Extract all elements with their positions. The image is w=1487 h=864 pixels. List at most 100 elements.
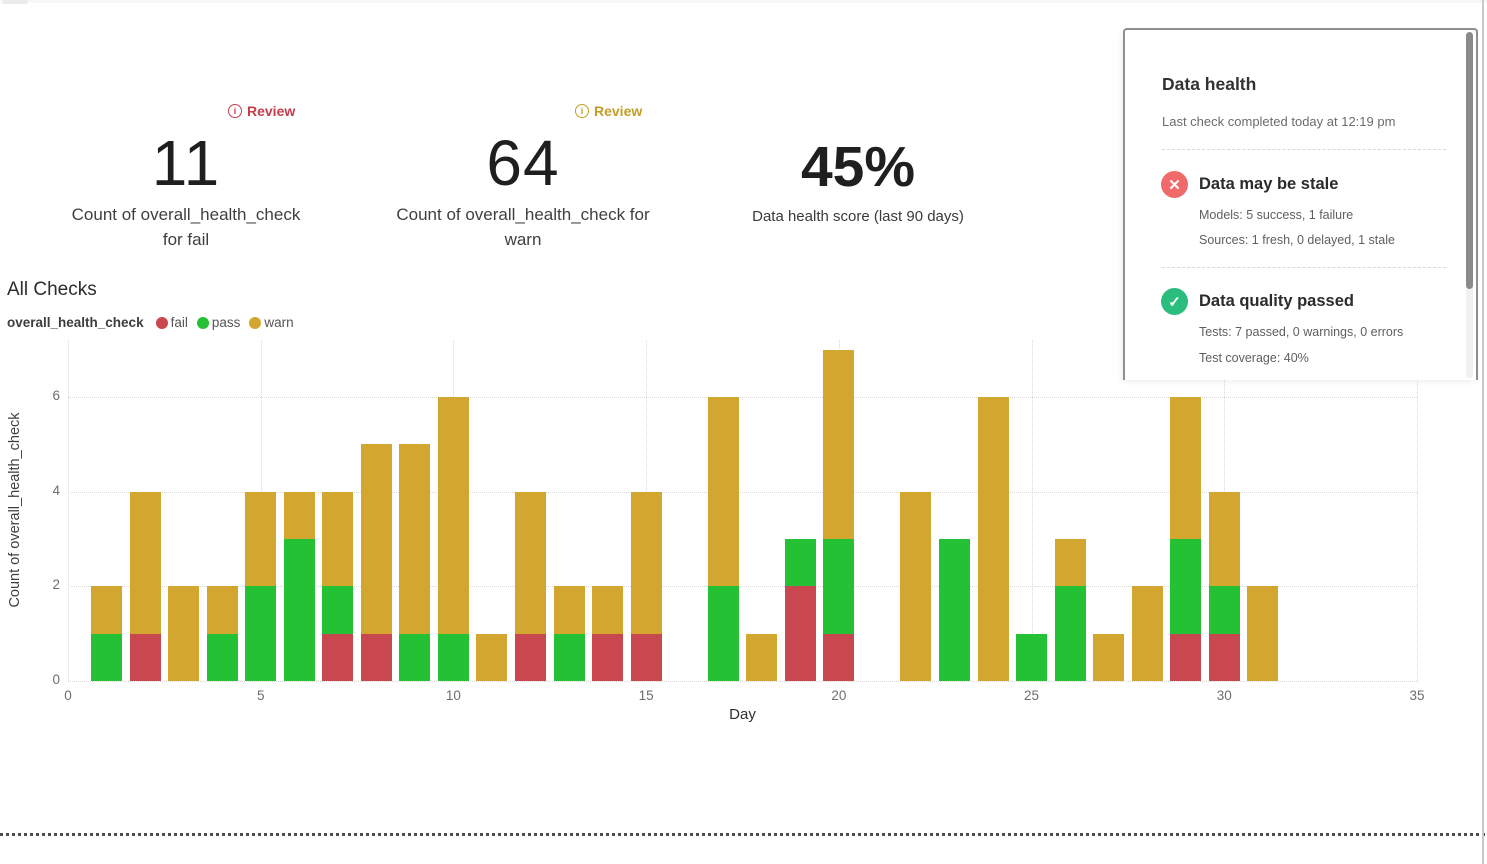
review-badge-fail[interactable]: i Review	[228, 103, 295, 119]
bar-day-6-pass[interactable]	[283, 539, 315, 681]
bar-day-14-fail[interactable]	[592, 633, 624, 681]
bar-day-6-warn[interactable]	[283, 491, 315, 540]
bar-day-9-pass[interactable]	[399, 633, 431, 681]
metric-tile-warn: 64 Count of overall_health_check for war…	[383, 128, 663, 252]
bar-day-1-warn[interactable]	[91, 586, 123, 634]
bar-day-27-warn[interactable]	[1093, 633, 1125, 681]
bar-day-9-warn[interactable]	[399, 444, 431, 634]
bar-day-13-warn[interactable]	[553, 586, 585, 634]
chart-legend: overall_health_check fail pass warn	[7, 315, 303, 330]
bar-day-2-fail[interactable]	[129, 633, 161, 681]
bar-day-11-warn[interactable]	[476, 633, 508, 681]
bar-day-22-warn[interactable]	[900, 491, 932, 681]
y-axis-title: Count of overall_health_check	[7, 412, 23, 608]
bar-day-5-warn[interactable]	[245, 491, 277, 587]
x-tick-label-25: 25	[1024, 688, 1040, 703]
info-icon: i	[228, 104, 242, 118]
review-label: Review	[247, 103, 296, 119]
bar-day-29-fail[interactable]	[1170, 633, 1202, 681]
bar-day-30-warn[interactable]	[1208, 491, 1240, 587]
panel-title: Data health	[1162, 74, 1257, 94]
bar-day-23-pass[interactable]	[938, 539, 970, 681]
chart-plot-area: 0 2 4 6 0 5 10 15 20 25 30 35	[52, 340, 1425, 703]
chart-title: All Checks	[7, 279, 97, 300]
gridline-y-2	[68, 586, 1417, 588]
bar-day-20-fail[interactable]	[823, 633, 855, 681]
bar-day-7-warn[interactable]	[322, 491, 354, 587]
x-axis-title: Day	[729, 706, 756, 723]
bar-day-4-warn[interactable]	[206, 586, 238, 634]
bar-day-17-pass[interactable]	[707, 586, 739, 681]
bar-day-15-warn[interactable]	[630, 491, 662, 634]
bar-day-19-pass[interactable]	[784, 539, 816, 587]
legend-item-fail[interactable]: fail	[155, 315, 188, 330]
panel-item-heading-stale: Data may be stale	[1199, 175, 1339, 193]
bar-day-3-warn[interactable]	[168, 586, 200, 681]
legend-item-warn[interactable]: warn	[249, 315, 294, 330]
panel-item-models-line: Models: 5 success, 1 failure	[1199, 208, 1354, 222]
error-circle-icon: ✕	[1161, 171, 1188, 198]
bar-day-1-pass[interactable]	[91, 633, 123, 681]
x-tick-label-5: 5	[256, 688, 265, 703]
metric-tile-fail: 11 Count of overall_health_check for fai…	[56, 128, 316, 252]
bar-day-8-fail[interactable]	[360, 633, 392, 681]
metric-value-health-score: 45%	[800, 135, 916, 199]
bar-day-8-warn[interactable]	[360, 444, 392, 634]
x-tick-label-0: 0	[64, 688, 72, 703]
bar-day-10-warn[interactable]	[437, 397, 469, 634]
bar-day-18-warn[interactable]	[746, 633, 778, 681]
bar-day-14-warn[interactable]	[592, 586, 624, 634]
bar-day-24-warn[interactable]	[977, 397, 1009, 681]
bottom-dashed-divider	[0, 833, 1487, 836]
bar-day-20-warn[interactable]	[823, 349, 855, 540]
bar-day-31-warn[interactable]	[1247, 586, 1279, 681]
panel-last-check-text: Last check completed today at 12:19 pm	[1162, 114, 1396, 129]
gridline-x-35	[1417, 340, 1418, 681]
top-left-accent	[2, 0, 28, 4]
legend-item-pass[interactable]: pass	[196, 315, 240, 330]
bar-day-28-warn[interactable]	[1131, 586, 1163, 681]
top-divider	[0, 0, 1487, 3]
bar-day-7-fail[interactable]	[322, 633, 354, 681]
y-tick-label-4: 4	[52, 482, 60, 498]
bar-day-5-pass[interactable]	[245, 586, 277, 681]
bar-day-19-fail[interactable]	[784, 586, 816, 681]
bar-day-4-pass[interactable]	[206, 633, 238, 681]
bar-day-20-pass[interactable]	[823, 539, 855, 634]
legend-series-name: overall_health_check	[7, 315, 144, 330]
x-tick-label-35: 35	[1409, 688, 1425, 703]
bar-day-30-fail[interactable]	[1208, 633, 1240, 681]
legend-dot-fail-icon	[155, 316, 168, 329]
bar-day-10-pass[interactable]	[437, 633, 469, 681]
review-badge-warn[interactable]: i Review	[575, 103, 642, 119]
bar-day-15-fail[interactable]	[630, 633, 662, 681]
bar-day-26-pass[interactable]	[1054, 586, 1086, 681]
panel-scrollbar-thumb[interactable]	[1466, 32, 1473, 289]
y-tick-label-0: 0	[52, 672, 60, 687]
x-tick-label-20: 20	[831, 688, 847, 703]
metric-value-fail: 11	[151, 127, 221, 199]
x-tick-label-30: 30	[1216, 688, 1232, 703]
bar-day-29-warn[interactable]	[1170, 397, 1202, 540]
success-circle-icon: ✓	[1161, 288, 1188, 315]
bar-day-13-pass[interactable]	[553, 633, 585, 681]
info-icon: i	[575, 104, 589, 118]
gridline-x-25	[1031, 340, 1033, 681]
data-health-panel: Data health Last check completed today a…	[1123, 28, 1478, 380]
window-edge-line	[1482, 0, 1484, 864]
bar-day-2-warn[interactable]	[129, 491, 161, 634]
bar-day-17-warn[interactable]	[707, 397, 739, 587]
bar-day-25-pass[interactable]	[1016, 633, 1048, 681]
bar-day-12-warn[interactable]	[515, 491, 546, 634]
panel-item-tests-line: Tests: 7 passed, 0 warnings, 0 errors	[1199, 325, 1404, 339]
bar-day-7-pass[interactable]	[322, 586, 354, 634]
gridline-y-4	[68, 491, 1417, 493]
legend-dot-pass-icon	[196, 316, 209, 329]
review-label: Review	[594, 103, 643, 119]
bar-day-12-fail[interactable]	[515, 633, 546, 681]
bar-day-30-pass[interactable]	[1208, 586, 1240, 634]
x-tick-label-10: 10	[445, 688, 461, 703]
bar-day-29-pass[interactable]	[1170, 539, 1202, 634]
bar-day-26-warn[interactable]	[1054, 539, 1086, 587]
